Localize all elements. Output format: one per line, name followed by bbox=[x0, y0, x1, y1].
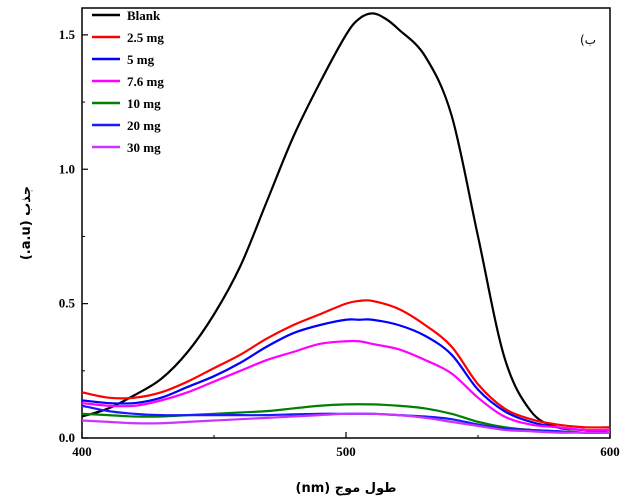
y-tick-label: 0.5 bbox=[59, 296, 76, 311]
legend-label-5: 20 mg bbox=[127, 118, 161, 133]
series-lines bbox=[81, 12, 611, 434]
axis-ticks: 400 500 600 0.0 0.5 1.0 1.5 bbox=[59, 27, 620, 459]
x-tick-label: 600 bbox=[600, 444, 620, 459]
y-axis-title: جذب (a.u.) bbox=[19, 186, 34, 260]
panel-label: (ب bbox=[580, 33, 596, 47]
y-tick-label: 0.0 bbox=[59, 430, 75, 445]
plot-frame bbox=[81, 7, 611, 439]
legend-label-2: 5 mg bbox=[127, 52, 155, 67]
y-tick-label: 1.0 bbox=[59, 161, 75, 176]
series-line-1 bbox=[81, 299, 611, 429]
x-axis-title: طول موج (nm) bbox=[295, 481, 396, 496]
legend-label-6: 30 mg bbox=[127, 140, 161, 155]
series-line-0 bbox=[81, 12, 611, 434]
legend-label-0: Blank bbox=[127, 8, 161, 23]
y-tick-label: 1.5 bbox=[59, 27, 76, 42]
legend-label-1: 2.5 mg bbox=[127, 30, 164, 45]
series-line-3 bbox=[81, 339, 611, 432]
x-tick-label: 400 bbox=[72, 444, 92, 459]
legend-label-3: 7.6 mg bbox=[127, 74, 164, 89]
series-line-6 bbox=[81, 412, 610, 434]
series-line-2 bbox=[81, 318, 611, 432]
legend: Blank 2.5 mg 5 mg 7.6 mg 10 mg 20 mg 30 mg bbox=[92, 8, 164, 155]
legend-label-4: 10 mg bbox=[127, 96, 161, 111]
x-tick-label: 500 bbox=[336, 444, 356, 459]
